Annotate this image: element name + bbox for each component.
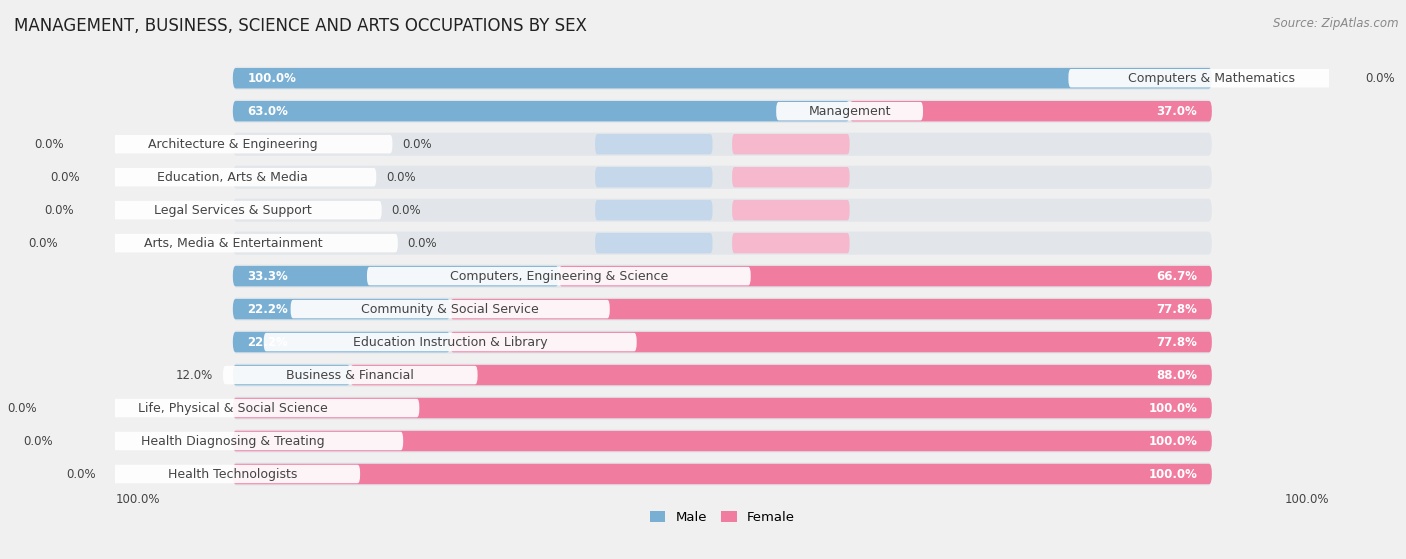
Text: Life, Physical & Social Science: Life, Physical & Social Science: [138, 401, 328, 415]
FancyBboxPatch shape: [224, 366, 478, 384]
Legend: Male, Female: Male, Female: [644, 505, 800, 529]
Text: 77.8%: 77.8%: [1156, 302, 1197, 316]
FancyBboxPatch shape: [450, 299, 1212, 319]
FancyBboxPatch shape: [776, 102, 922, 120]
Text: Health Diagnosing & Treating: Health Diagnosing & Treating: [141, 434, 325, 448]
FancyBboxPatch shape: [350, 365, 1212, 385]
Text: 22.2%: 22.2%: [247, 335, 288, 349]
Text: Legal Services & Support: Legal Services & Support: [155, 203, 312, 217]
FancyBboxPatch shape: [233, 332, 450, 352]
FancyBboxPatch shape: [233, 299, 450, 319]
Text: 0.0%: 0.0%: [22, 434, 52, 448]
FancyBboxPatch shape: [1069, 69, 1355, 87]
FancyBboxPatch shape: [595, 167, 713, 187]
FancyBboxPatch shape: [233, 330, 1212, 354]
FancyBboxPatch shape: [291, 300, 610, 318]
FancyBboxPatch shape: [733, 167, 849, 187]
Text: 100.0%: 100.0%: [1285, 493, 1329, 506]
FancyBboxPatch shape: [233, 68, 1212, 88]
FancyBboxPatch shape: [595, 200, 713, 220]
FancyBboxPatch shape: [367, 267, 751, 285]
FancyBboxPatch shape: [233, 363, 1212, 387]
FancyBboxPatch shape: [233, 231, 1212, 255]
Text: 0.0%: 0.0%: [391, 203, 420, 217]
Text: Education, Arts & Media: Education, Arts & Media: [157, 170, 308, 184]
FancyBboxPatch shape: [233, 266, 558, 286]
Text: 0.0%: 0.0%: [51, 170, 80, 184]
Text: 0.0%: 0.0%: [7, 401, 37, 415]
Text: 88.0%: 88.0%: [1156, 368, 1197, 382]
FancyBboxPatch shape: [733, 233, 849, 253]
Text: Computers, Engineering & Science: Computers, Engineering & Science: [450, 269, 668, 283]
Text: 77.8%: 77.8%: [1156, 335, 1197, 349]
Text: Health Technologists: Health Technologists: [169, 467, 298, 481]
FancyBboxPatch shape: [90, 168, 377, 186]
FancyBboxPatch shape: [233, 462, 1212, 486]
Text: 100.0%: 100.0%: [247, 72, 297, 85]
FancyBboxPatch shape: [67, 234, 398, 252]
Text: 0.0%: 0.0%: [28, 236, 58, 250]
Text: Community & Social Service: Community & Social Service: [361, 302, 538, 316]
Text: 100.0%: 100.0%: [1149, 401, 1197, 415]
Text: 0.0%: 0.0%: [402, 138, 432, 151]
Text: 100.0%: 100.0%: [115, 493, 160, 506]
Text: Management: Management: [808, 105, 891, 118]
FancyBboxPatch shape: [849, 101, 1212, 121]
Text: 0.0%: 0.0%: [66, 467, 96, 481]
Text: Arts, Media & Entertainment: Arts, Media & Entertainment: [143, 236, 322, 250]
Text: 0.0%: 0.0%: [408, 236, 437, 250]
FancyBboxPatch shape: [62, 432, 404, 450]
Text: 0.0%: 0.0%: [387, 170, 416, 184]
FancyBboxPatch shape: [733, 200, 849, 220]
Text: Source: ZipAtlas.com: Source: ZipAtlas.com: [1274, 17, 1399, 30]
FancyBboxPatch shape: [233, 464, 1212, 484]
Text: 22.2%: 22.2%: [247, 302, 288, 316]
FancyBboxPatch shape: [233, 67, 1212, 90]
FancyBboxPatch shape: [595, 233, 713, 253]
FancyBboxPatch shape: [264, 333, 637, 351]
Text: 100.0%: 100.0%: [1149, 434, 1197, 448]
FancyBboxPatch shape: [233, 297, 1212, 321]
FancyBboxPatch shape: [233, 429, 1212, 453]
Text: 0.0%: 0.0%: [34, 138, 63, 151]
Text: 33.3%: 33.3%: [247, 269, 288, 283]
FancyBboxPatch shape: [105, 465, 360, 483]
FancyBboxPatch shape: [450, 332, 1212, 352]
Text: Education Instruction & Library: Education Instruction & Library: [353, 335, 547, 349]
FancyBboxPatch shape: [233, 198, 1212, 222]
FancyBboxPatch shape: [46, 399, 419, 417]
FancyBboxPatch shape: [233, 100, 1212, 123]
Text: Business & Financial: Business & Financial: [287, 368, 415, 382]
Text: 0.0%: 0.0%: [1365, 72, 1395, 85]
FancyBboxPatch shape: [233, 431, 1212, 451]
FancyBboxPatch shape: [73, 135, 392, 153]
FancyBboxPatch shape: [233, 165, 1212, 189]
FancyBboxPatch shape: [233, 398, 1212, 418]
Text: Architecture & Engineering: Architecture & Engineering: [148, 138, 318, 151]
Text: Computers & Mathematics: Computers & Mathematics: [1129, 72, 1295, 85]
FancyBboxPatch shape: [233, 365, 350, 385]
Text: 100.0%: 100.0%: [1149, 467, 1197, 481]
Text: 37.0%: 37.0%: [1156, 105, 1197, 118]
Text: 66.7%: 66.7%: [1156, 269, 1197, 283]
FancyBboxPatch shape: [233, 132, 1212, 156]
Text: 0.0%: 0.0%: [45, 203, 75, 217]
FancyBboxPatch shape: [733, 134, 849, 154]
FancyBboxPatch shape: [233, 396, 1212, 420]
Text: 63.0%: 63.0%: [247, 105, 288, 118]
FancyBboxPatch shape: [233, 101, 849, 121]
Text: 12.0%: 12.0%: [176, 368, 214, 382]
Text: MANAGEMENT, BUSINESS, SCIENCE AND ARTS OCCUPATIONS BY SEX: MANAGEMENT, BUSINESS, SCIENCE AND ARTS O…: [14, 17, 586, 35]
FancyBboxPatch shape: [84, 201, 381, 219]
FancyBboxPatch shape: [233, 264, 1212, 288]
FancyBboxPatch shape: [558, 266, 1212, 286]
FancyBboxPatch shape: [595, 134, 713, 154]
